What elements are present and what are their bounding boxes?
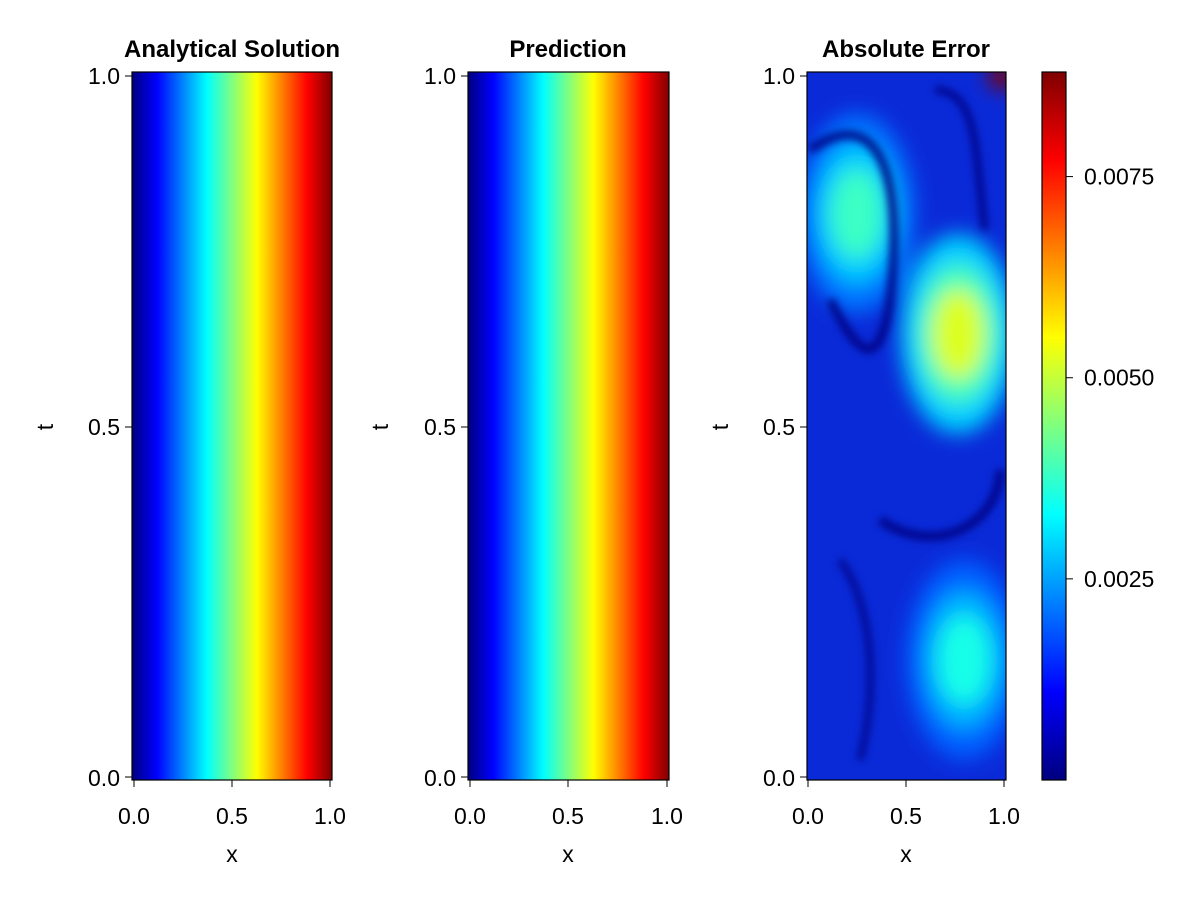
y-axis-label: t — [707, 423, 733, 430]
colorbar-ticks: 0.0025 0.0050 0.0075 — [1066, 164, 1154, 592]
x-axis: 0.0 0.5 1.0 x — [792, 780, 1020, 867]
panel-title: Analytical Solution — [124, 36, 340, 63]
panel-prediction: Prediction 1.0 0.5 0.0 t 0.0 0.5 1.0 x — [367, 36, 683, 867]
x-tick-label: 0.5 — [890, 803, 922, 829]
x-tick-label: 0.0 — [118, 803, 150, 829]
y-tick-label: 0.5 — [763, 414, 795, 440]
panel-title: Absolute Error — [822, 36, 990, 63]
y-axis-label: t — [367, 423, 393, 430]
x-axis: 0.0 0.5 1.0 x — [454, 780, 683, 867]
y-tick-label: 1.0 — [88, 63, 120, 89]
y-tick-label: 1.0 — [763, 63, 795, 89]
x-tick-label: 1.0 — [314, 803, 346, 829]
error-valley — [836, 557, 875, 761]
y-axis: 1.0 0.5 0.0 t — [367, 63, 468, 791]
colorbar-gradient — [1042, 72, 1066, 780]
y-tick-label: 0.0 — [88, 765, 120, 791]
error-valley — [934, 86, 989, 231]
x-axis: 0.0 0.5 1.0 x — [118, 780, 346, 867]
x-tick-label: 0.0 — [792, 803, 824, 829]
y-tick-label: 1.0 — [424, 63, 456, 89]
colorbar-tick-label: 0.0025 — [1084, 566, 1154, 592]
y-axis: 1.0 0.5 0.0 t — [707, 63, 807, 791]
y-tick-label: 0.0 — [424, 765, 456, 791]
colorbar-tick-label: 0.0075 — [1084, 164, 1154, 190]
x-tick-label: 0.5 — [216, 803, 248, 829]
x-axis-label: x — [562, 841, 574, 867]
error-blob — [830, 168, 883, 259]
heatmap-field — [807, 72, 1006, 780]
x-axis-label: x — [900, 841, 912, 867]
panel-title: Prediction — [509, 36, 626, 63]
heatmap-base — [468, 72, 669, 780]
colorbar: 0.0025 0.0050 0.0075 — [1041, 71, 1154, 781]
colorbar-tick-label: 0.0050 — [1084, 365, 1154, 391]
panel-analytical-solution: Analytical Solution 1.0 0.5 0.0 t 0.0 0.… — [32, 36, 346, 867]
error-corner-spike — [988, 72, 1006, 90]
x-tick-label: 1.0 — [988, 803, 1020, 829]
error-blobs — [807, 72, 1006, 760]
error-blob — [938, 614, 991, 705]
y-axis: 1.0 0.5 0.0 t — [32, 63, 132, 791]
colorbar-frame — [1041, 71, 1067, 781]
heatmap-field — [468, 72, 669, 780]
panel-absolute-error: Absolute Error 1.0 0.5 0.0 t 0.0 — [707, 36, 1154, 867]
y-tick-label: 0.0 — [763, 765, 795, 791]
error-valleys — [807, 86, 1005, 761]
heatmap-field — [132, 72, 332, 780]
error-blob — [932, 288, 985, 379]
error-valley — [807, 130, 899, 354]
y-axis-label: t — [32, 423, 58, 430]
x-tick-label: 1.0 — [651, 803, 683, 829]
y-tick-label: 0.5 — [424, 414, 456, 440]
heatmap-base — [132, 72, 332, 780]
x-axis-label: x — [226, 841, 238, 867]
x-tick-label: 0.0 — [454, 803, 486, 829]
y-tick-label: 0.5 — [88, 414, 120, 440]
x-tick-label: 0.5 — [552, 803, 584, 829]
error-valley — [877, 469, 1005, 541]
